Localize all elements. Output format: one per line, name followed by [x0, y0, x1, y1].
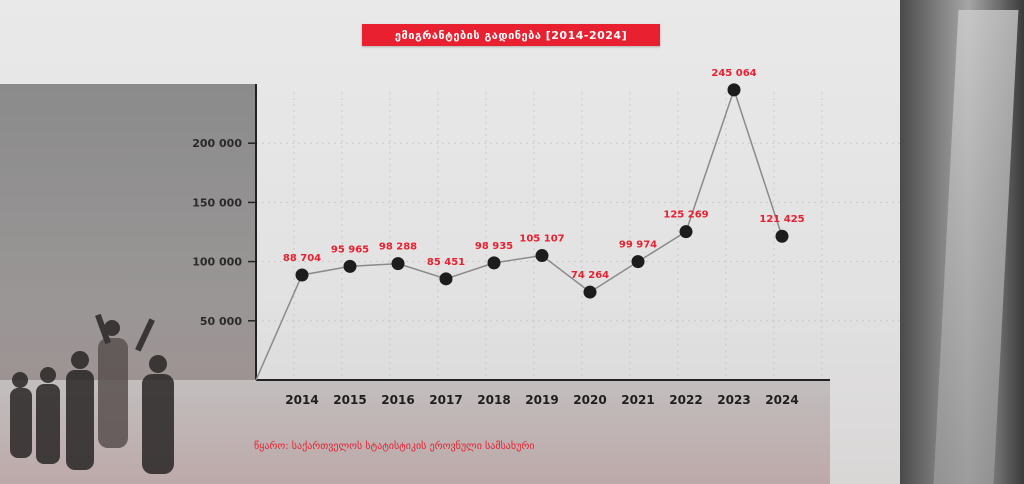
- data-label: 125 269: [663, 210, 708, 221]
- data-point: [487, 256, 501, 270]
- x-tick-label: 2018: [477, 393, 510, 407]
- x-tick-label: 2020: [573, 393, 606, 407]
- data-point: [631, 255, 645, 269]
- x-tick-label: 2014: [285, 393, 318, 407]
- data-point: [391, 257, 405, 271]
- data-points: [295, 83, 789, 299]
- data-label: 85 451: [427, 257, 465, 268]
- x-tick-label: 2016: [381, 393, 414, 407]
- data-labels: 88 704 95 965 98 288 85 451 98 935 105 107 74 …: [283, 68, 805, 281]
- data-point: [295, 268, 309, 282]
- bottom-background-panel: [0, 380, 830, 484]
- grid-lines: [256, 92, 900, 380]
- data-label: 121 425: [759, 214, 804, 225]
- data-label: 74 264: [571, 270, 609, 281]
- data-label: 98 935: [475, 241, 513, 252]
- data-point: [439, 272, 453, 286]
- x-tick-label: 2022: [669, 393, 702, 407]
- x-axis: 2014 2015 2016 2017 2018 2019 2020 2021 2022 2023…: [256, 379, 830, 407]
- x-tick-label: 2019: [525, 393, 558, 407]
- data-label: 99 974: [619, 240, 657, 251]
- source-note: წყარო: საქართველოს სტატისტიკის ეროვნული …: [254, 441, 535, 452]
- data-label: 105 107: [519, 234, 564, 245]
- y-tick-label: 50 000: [200, 315, 242, 328]
- data-point: [775, 229, 789, 243]
- y-tick-label: 150 000: [192, 196, 242, 209]
- data-point: [343, 259, 357, 273]
- y-axis: 50 000 100 000 150 000 200 000: [192, 84, 257, 380]
- x-tick-label: 2017: [429, 393, 462, 407]
- x-tick-label: 2024: [765, 393, 798, 407]
- data-point: [727, 83, 741, 97]
- series-path: [255, 87, 783, 381]
- x-tick-label: 2023: [717, 393, 750, 407]
- y-tick-label: 100 000: [192, 256, 242, 269]
- y-tick-label: 200 000: [192, 137, 242, 150]
- data-label: 95 965: [331, 244, 369, 255]
- data-point: [535, 249, 549, 263]
- data-point: [679, 225, 693, 239]
- data-label: 88 704: [283, 253, 321, 264]
- chart-title: ემიგრანტების გადინება [2014-2024]: [362, 24, 660, 46]
- data-point: [583, 285, 597, 299]
- crowd-silhouette-icon: [10, 313, 174, 474]
- data-label: 98 288: [379, 242, 417, 253]
- x-tick-label: 2015: [333, 393, 366, 407]
- x-tick-label: 2021: [621, 393, 654, 407]
- series-line: [255, 87, 783, 381]
- data-label: 245 064: [711, 68, 756, 79]
